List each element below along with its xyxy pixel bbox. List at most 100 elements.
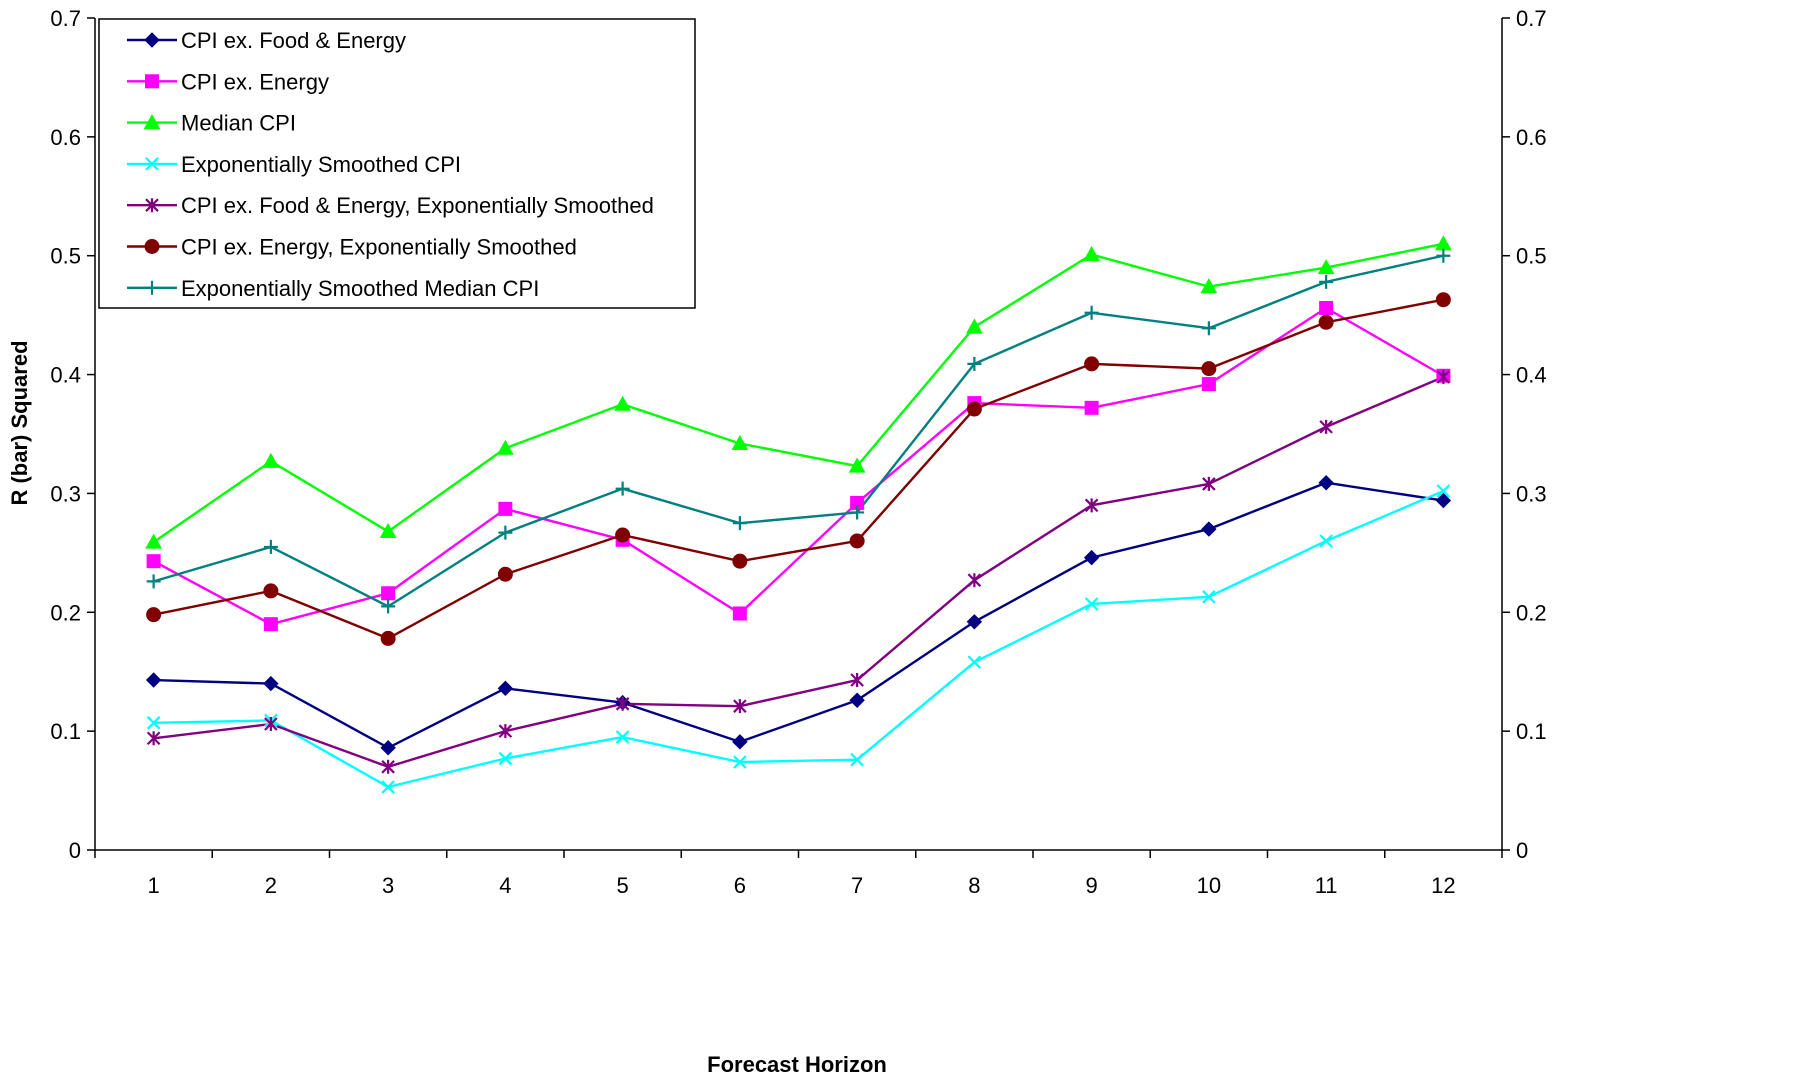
data-point	[1083, 549, 1100, 566]
x-tick-label: 2	[265, 873, 277, 898]
x-tick-label: 4	[499, 873, 511, 898]
data-point	[1084, 597, 1099, 611]
x-tick-label: 1	[148, 873, 160, 898]
series-line	[153, 375, 1444, 768]
data-point	[262, 452, 280, 468]
legend-label: CPI ex. Food & Energy	[181, 28, 406, 53]
data-point	[1084, 498, 1099, 513]
data-point	[380, 740, 396, 756]
data-point	[850, 752, 864, 767]
y-tick-label-right: 0.4	[1516, 363, 1547, 388]
legend-label: Exponentially Smoothed Median CPI	[181, 276, 539, 301]
y-tick-label-left: 0.7	[50, 6, 81, 31]
data-point	[733, 755, 747, 769]
series-line	[153, 489, 1444, 789]
data-point	[966, 401, 982, 417]
data-point	[615, 527, 631, 543]
data-point	[263, 617, 278, 632]
x-tick-label: 8	[968, 873, 980, 898]
data-point	[1436, 369, 1451, 384]
data-point	[732, 606, 747, 621]
data-point	[1084, 305, 1099, 320]
data-point	[379, 522, 397, 538]
data-point	[264, 717, 278, 732]
data-point	[615, 730, 630, 744]
x-tick-label: 12	[1431, 873, 1455, 898]
y-tick-label-right: 0.3	[1516, 481, 1547, 506]
data-point	[146, 731, 161, 746]
legend-swatch-marker	[144, 239, 160, 254]
legend-label: CPI ex. Energy	[181, 69, 329, 94]
data-point	[1084, 356, 1100, 372]
y-tick-label-right: 0.5	[1516, 244, 1547, 269]
data-point	[1084, 400, 1099, 415]
legend-swatch-marker	[145, 74, 159, 89]
data-point	[1435, 492, 1452, 509]
data-point	[849, 533, 865, 549]
data-point	[497, 680, 514, 697]
legend-label: CPI ex. Food & Energy, Exponentially Smo…	[181, 193, 654, 218]
y-tick-label-right: 0.2	[1516, 600, 1547, 625]
data-point	[146, 554, 161, 569]
data-point	[263, 675, 279, 692]
data-point	[731, 434, 749, 451]
data-point	[1201, 377, 1216, 392]
data-point	[1202, 476, 1216, 491]
data-point	[498, 724, 513, 739]
data-point	[498, 525, 513, 540]
y-tick-label-right: 0.6	[1516, 125, 1547, 150]
data-point	[966, 614, 983, 630]
y-tick-label-left: 0.6	[50, 125, 81, 150]
data-point	[732, 734, 748, 750]
x-tick-label: 6	[734, 873, 746, 898]
legend-swatch-marker	[145, 198, 159, 213]
data-point	[966, 318, 983, 334]
data-point	[850, 673, 864, 688]
data-point	[967, 655, 982, 669]
data-point	[145, 672, 162, 688]
data-point	[381, 759, 395, 774]
data-point	[967, 573, 982, 588]
data-point	[1318, 475, 1334, 491]
data-point	[1319, 301, 1334, 316]
data-point	[380, 630, 396, 646]
data-point	[733, 699, 747, 714]
data-point	[263, 583, 279, 599]
x-tick-label: 3	[382, 873, 394, 898]
y-tick-label-right: 0	[1516, 838, 1528, 863]
data-point	[732, 516, 747, 531]
data-point	[1201, 321, 1216, 336]
series-line	[153, 306, 1444, 626]
legend-swatch-marker	[144, 32, 160, 48]
data-point	[146, 574, 161, 589]
data-point	[615, 696, 630, 711]
data-point	[1435, 292, 1451, 308]
data-point	[615, 481, 630, 496]
data-point	[1317, 259, 1335, 275]
series-line	[153, 254, 1444, 608]
data-point	[146, 607, 162, 623]
legend-label: Median CPI	[181, 111, 296, 136]
data-point	[1202, 590, 1216, 604]
data-point	[967, 356, 982, 371]
legend-label: CPI ex. Energy, Exponentially Smoothed	[181, 235, 577, 260]
data-point	[1201, 361, 1217, 377]
data-point	[497, 566, 513, 582]
y-tick-label-left: 0.4	[50, 363, 81, 388]
data-point	[848, 457, 866, 473]
y-tick-label-left: 0.2	[50, 600, 81, 625]
data-point	[381, 586, 396, 601]
data-point	[850, 505, 865, 520]
series-line	[153, 481, 1444, 749]
data-point	[849, 692, 865, 708]
y-tick-label-left: 0.3	[50, 481, 81, 506]
x-tick-label: 11	[1315, 873, 1338, 898]
legend-swatch-marker	[145, 157, 159, 171]
data-point	[1319, 274, 1334, 289]
data-point	[732, 553, 748, 569]
data-point	[498, 751, 513, 766]
data-point	[1200, 278, 1218, 294]
x-tick-label: 7	[851, 873, 863, 898]
